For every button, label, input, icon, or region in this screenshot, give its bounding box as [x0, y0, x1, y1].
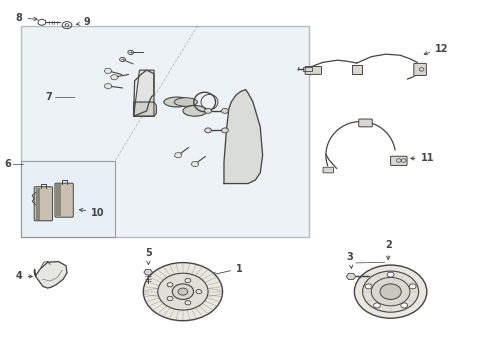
Circle shape — [205, 108, 211, 113]
FancyBboxPatch shape — [323, 167, 334, 173]
Circle shape — [178, 288, 188, 295]
FancyBboxPatch shape — [21, 161, 115, 237]
Circle shape — [387, 272, 394, 277]
Text: 8: 8 — [16, 13, 37, 23]
Text: 9: 9 — [76, 17, 91, 27]
FancyBboxPatch shape — [359, 119, 372, 127]
Circle shape — [380, 284, 401, 300]
Polygon shape — [34, 261, 67, 288]
Text: 5: 5 — [145, 248, 151, 265]
FancyBboxPatch shape — [55, 183, 74, 217]
Circle shape — [185, 278, 191, 283]
Ellipse shape — [164, 97, 191, 107]
FancyBboxPatch shape — [414, 63, 426, 76]
Text: 10: 10 — [79, 208, 105, 217]
Text: 3: 3 — [346, 252, 353, 269]
Text: 12: 12 — [424, 44, 448, 55]
Circle shape — [128, 50, 134, 54]
Text: 6: 6 — [4, 159, 11, 169]
Circle shape — [196, 289, 202, 294]
FancyBboxPatch shape — [34, 187, 52, 221]
Circle shape — [120, 57, 125, 62]
FancyBboxPatch shape — [36, 188, 41, 220]
Ellipse shape — [174, 98, 197, 106]
Circle shape — [205, 128, 211, 133]
FancyBboxPatch shape — [305, 67, 321, 75]
Text: 7: 7 — [46, 92, 52, 102]
Ellipse shape — [183, 105, 207, 116]
Text: 11: 11 — [411, 153, 434, 163]
Circle shape — [354, 265, 427, 318]
Circle shape — [185, 301, 191, 305]
FancyBboxPatch shape — [352, 65, 362, 74]
Circle shape — [221, 128, 228, 133]
Circle shape — [371, 278, 410, 306]
Circle shape — [158, 273, 208, 310]
Polygon shape — [134, 70, 154, 116]
Circle shape — [167, 283, 173, 287]
Circle shape — [365, 284, 372, 289]
Text: 2: 2 — [385, 240, 392, 260]
Polygon shape — [134, 102, 156, 116]
Polygon shape — [224, 90, 263, 184]
Circle shape — [373, 303, 380, 308]
Circle shape — [143, 262, 222, 321]
FancyBboxPatch shape — [56, 184, 61, 216]
Circle shape — [167, 296, 173, 301]
Circle shape — [221, 108, 228, 113]
Circle shape — [172, 284, 194, 300]
Text: 1: 1 — [212, 264, 243, 276]
Text: 4: 4 — [16, 271, 32, 282]
Circle shape — [363, 271, 418, 312]
FancyBboxPatch shape — [21, 26, 309, 237]
Circle shape — [409, 284, 416, 289]
FancyBboxPatch shape — [391, 156, 407, 166]
Circle shape — [401, 303, 408, 308]
